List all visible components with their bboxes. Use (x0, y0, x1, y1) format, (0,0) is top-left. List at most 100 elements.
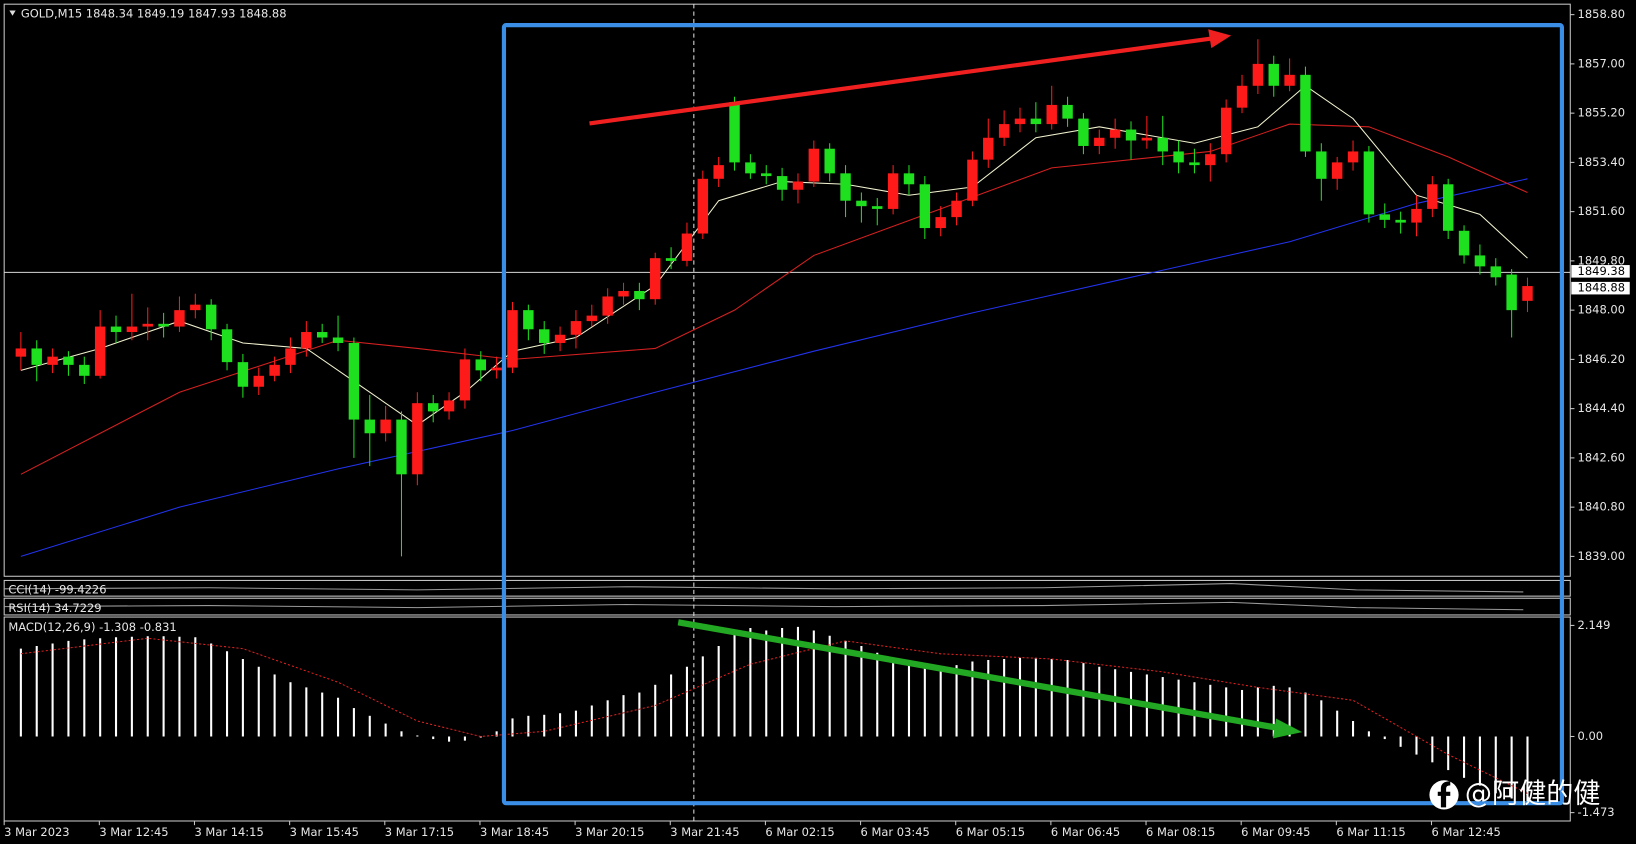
candle-body (15, 348, 27, 357)
candle-body (935, 217, 946, 229)
x-tick-label: 3 Mar 2023 (4, 825, 69, 839)
x-tick-label: 6 Mar 11:15 (1336, 825, 1405, 839)
y-tick-label: 1839.00 (1578, 549, 1625, 563)
candle-body (523, 310, 534, 330)
candle-body (1252, 63, 1264, 86)
candle-body (1062, 104, 1073, 119)
price-tag-label: 1849.38 (1578, 264, 1625, 278)
candle-body (380, 419, 391, 434)
candle-body (1331, 162, 1343, 179)
candle-body (507, 310, 518, 368)
y-tick-label: 1848.00 (1578, 303, 1625, 317)
green-arrowhead (1272, 718, 1303, 739)
y-tick-label: 1849.80 (1578, 253, 1625, 267)
candle-body (174, 310, 185, 327)
candle-body (269, 364, 280, 376)
moving-average (20, 123, 1528, 475)
macd-tick-label: 0.00 (1578, 729, 1604, 743)
candle-body (745, 162, 756, 174)
candle-body (396, 419, 407, 475)
candle-body (586, 315, 598, 322)
candle-body (1316, 151, 1327, 179)
candle-body (998, 124, 1010, 138)
macd-panel (3, 616, 1571, 822)
candle-body (1268, 63, 1279, 86)
candle-body (1030, 118, 1042, 125)
candle-body (47, 356, 58, 365)
candle-body (570, 321, 582, 335)
candle-body (142, 323, 153, 327)
x-tick-label: 3 Mar 12:45 (99, 825, 168, 839)
plot: 1858.80 1857.00 1855.20 1853.40 1851.60 1849.… (3, 7, 1630, 839)
candle-body (634, 290, 645, 300)
candle-body (1442, 184, 1454, 231)
candle-body (94, 326, 106, 376)
candle-body (1014, 118, 1026, 125)
menu-arrow (9, 10, 16, 16)
x-tick-label: 6 Mar 12:45 (1432, 825, 1501, 839)
candle-body (951, 200, 962, 218)
x-tick-label: 6 Mar 02:15 (765, 825, 834, 839)
cci-label: CCI(14) -99.4226 (8, 582, 106, 596)
x-tick-label: 3 Mar 18:45 (480, 825, 549, 839)
y-tick-label: 1853.40 (1578, 155, 1625, 169)
candle-body (1395, 219, 1406, 223)
candle-body (1220, 107, 1232, 155)
close: 1848.88 (239, 6, 286, 20)
macd-tick-label: 2.149 (1578, 618, 1611, 632)
candle-body (729, 102, 740, 163)
candle-body (681, 233, 693, 261)
candle-body (126, 326, 138, 333)
moving-average (20, 178, 1528, 557)
candle-body (761, 173, 772, 177)
candle-body (650, 258, 661, 300)
candle-body (491, 367, 502, 371)
open: 1848.34 (86, 6, 133, 20)
candle-body (412, 403, 423, 475)
candle-body (1205, 154, 1216, 166)
candle-body (1189, 162, 1200, 166)
candle-body (1125, 129, 1137, 141)
candle-body (887, 173, 899, 209)
candle-body (79, 364, 90, 376)
candle-body (665, 258, 677, 261)
candle-body (554, 334, 566, 343)
macd-tick-label: -1.473 (1578, 805, 1615, 819)
candle-body (1078, 118, 1089, 146)
candle-body (1490, 266, 1501, 278)
candle-body (158, 323, 169, 327)
main-panel (3, 3, 1571, 577)
red-arrow (589, 36, 1211, 126)
x-tick-label: 6 Mar 08:15 (1146, 825, 1215, 839)
watermark: @阿健的健 (1465, 778, 1601, 809)
candle-body (919, 184, 931, 229)
candle-body (1458, 230, 1470, 256)
candle-body (1157, 137, 1168, 152)
candle-body (364, 419, 375, 434)
candle-body (301, 332, 312, 349)
x-tick-label: 3 Mar 20:15 (575, 825, 644, 839)
x-tick-label: 3 Mar 15:45 (290, 825, 359, 839)
red-arrowhead (1208, 29, 1232, 49)
rsi-label: RSI(14) 34.7229 (8, 601, 101, 615)
candle-body (1506, 274, 1517, 311)
candle-body (1363, 151, 1375, 215)
candle-body (840, 173, 851, 201)
candle-body (808, 148, 820, 182)
candle-body (903, 173, 915, 185)
candle-body (475, 359, 487, 371)
candle-body (872, 206, 883, 209)
highlight-box (501, 23, 1565, 806)
candle-body (713, 165, 724, 179)
candle-body (1046, 104, 1057, 125)
candle-body (824, 148, 835, 174)
candle-body (697, 178, 709, 234)
candle-body (1411, 208, 1422, 223)
candle-body (253, 375, 264, 387)
y-tick-label: 1844.40 (1578, 401, 1625, 415)
candle-body (1094, 137, 1105, 146)
y-tick-label: 1846.20 (1578, 352, 1625, 366)
candle-body (190, 304, 201, 311)
cci-line (4, 583, 1524, 593)
